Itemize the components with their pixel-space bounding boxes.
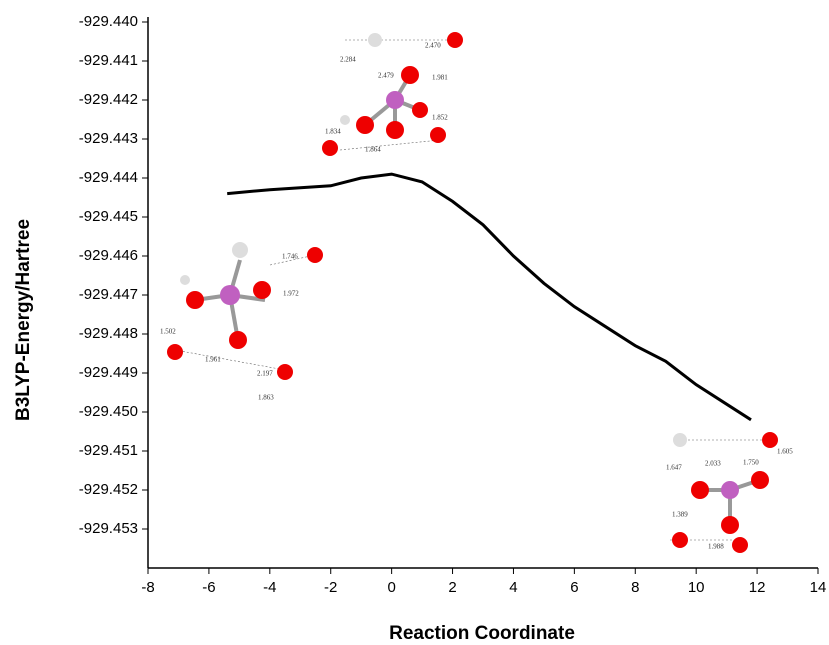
y-tick-label: -929.446 (79, 247, 138, 264)
y-tick-label: -929.450 (79, 403, 138, 420)
bond-length-label: 1.988 (708, 543, 724, 551)
y-tick-label: -929.453 (79, 520, 138, 537)
y-tick-label: -929.448 (79, 325, 138, 342)
bond-length-label: 2.284 (340, 56, 356, 64)
y-tick-label: -929.440 (79, 13, 138, 30)
x-tick-label: 6 (570, 579, 578, 596)
bond-length-label: 2.033 (705, 460, 721, 468)
y-tick-label: -929.449 (79, 364, 138, 381)
x-tick-label: -6 (202, 579, 215, 596)
y-tick-label: -929.441 (79, 52, 138, 69)
bond-length-label: 1.961 (205, 356, 221, 364)
bond-length-label: 1.834 (325, 128, 341, 136)
bond-length-label: 2.197 (257, 370, 273, 378)
bond-length-label: 1.981 (432, 74, 448, 82)
x-tick-label: 10 (688, 579, 705, 596)
bond-length-label: 1.746 (282, 253, 298, 261)
y-tick-label: -929.443 (79, 130, 138, 147)
bond-length-label: 2.470 (425, 42, 441, 50)
y-tick-label: -929.447 (79, 286, 138, 303)
bond-length-label: 1.863 (258, 394, 274, 402)
x-tick-label: 8 (631, 579, 639, 596)
bond-length-label: 1.605 (777, 448, 793, 456)
bond-length-label: 1.389 (672, 511, 688, 519)
x-tick-label: 2 (448, 579, 456, 596)
y-tick-label: -929.445 (79, 208, 138, 225)
line-series (227, 172, 752, 422)
y-tick-label: -929.442 (79, 91, 138, 108)
x-tick-label: -8 (141, 579, 154, 596)
bond-length-label: 1.972 (283, 290, 299, 298)
x-axis-title: Reaction Coordinate (389, 623, 575, 644)
bond-length-label: 1.502 (160, 328, 176, 336)
x-tick-label: 12 (749, 579, 766, 596)
bond-length-label: 1.647 (666, 464, 682, 472)
x-tick-label: 14 (810, 579, 827, 596)
bond-length-label: 1.864 (365, 146, 381, 154)
x-tick-label: 0 (387, 579, 395, 596)
x-tick-label: -2 (324, 579, 337, 596)
bond-length-label: 1.750 (743, 459, 759, 467)
y-tick-label: -929.452 (79, 481, 138, 498)
x-tick-label: 4 (509, 579, 517, 596)
bond-length-label: 1.852 (432, 114, 448, 122)
y-axis-title: B3LYP-Energy/Hartree (13, 219, 34, 421)
y-tick-label: -929.444 (79, 169, 138, 186)
y-tick-label: -929.451 (79, 442, 138, 459)
molecules (167, 32, 778, 553)
bond-length-label: 2.479 (378, 72, 394, 80)
x-tick-label: -4 (263, 579, 276, 596)
